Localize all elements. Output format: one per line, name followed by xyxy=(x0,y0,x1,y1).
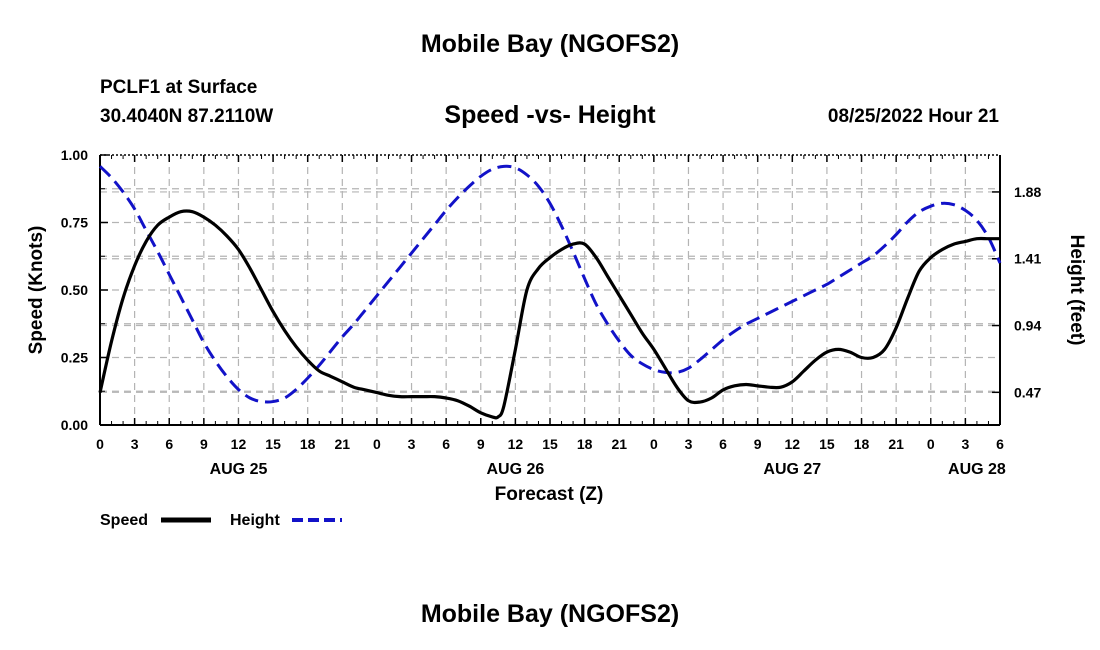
x-tick-label: 9 xyxy=(200,436,208,452)
x-tick-label: 12 xyxy=(785,436,801,452)
y-tick-label: 0.00 xyxy=(61,417,88,433)
x-tick-label: 6 xyxy=(719,436,727,452)
date-label: AUG 25 xyxy=(210,461,268,478)
x-tick-label: 3 xyxy=(408,436,416,452)
y-tick-label: 0.75 xyxy=(61,215,88,231)
legend-label-height: Height xyxy=(230,512,280,529)
x-tick-label: 21 xyxy=(335,436,351,452)
x-tick-label: 15 xyxy=(542,436,558,452)
x-tick-label: 0 xyxy=(373,436,381,452)
x-tick-label: 3 xyxy=(961,436,969,452)
legend: Speed Height xyxy=(100,512,342,529)
y2-tick-label: 1.41 xyxy=(1014,251,1041,267)
x-axis-label: Forecast (Z) xyxy=(495,484,604,505)
x-tick-label: 0 xyxy=(927,436,935,452)
x-tick-label: 6 xyxy=(996,436,1004,452)
footer-title: Mobile Bay (NGOFS2) xyxy=(420,600,680,628)
x-tick-label: 9 xyxy=(477,436,485,452)
y2-tick-label: 0.47 xyxy=(1014,384,1041,400)
station-label: PCLF1 at Surface xyxy=(100,77,258,98)
x-tick-label: 0 xyxy=(650,436,658,452)
forecast-datetime: 08/25/2022 Hour 21 xyxy=(827,106,999,127)
x-tick-label: 18 xyxy=(300,436,316,452)
x-tick-label: 15 xyxy=(819,436,835,452)
axes: 0 3 6 9 12 15 18 21 0 3 6 9 12 15 18 21 0 3 6 9 12 15 18 21 0 3 6 0… xyxy=(61,147,1042,478)
date-label: AUG 28 xyxy=(948,461,1006,478)
x-tick-label: 21 xyxy=(888,436,904,452)
y-tick-label: 0.25 xyxy=(61,350,88,366)
x-tick-label: 12 xyxy=(508,436,524,452)
x-tick-label: 9 xyxy=(754,436,762,452)
date-label: AUG 26 xyxy=(486,461,544,478)
x-tick-label: 6 xyxy=(442,436,450,452)
x-tick-label: 3 xyxy=(131,436,139,452)
x-tick-label: 21 xyxy=(611,436,627,452)
series-line-speed xyxy=(98,209,1000,420)
x-tick-label: 3 xyxy=(685,436,693,452)
x-tick-label: 12 xyxy=(231,436,247,452)
x-tick-label: 15 xyxy=(265,436,281,452)
date-label: AUG 27 xyxy=(763,461,821,478)
y2-tick-label: 0.94 xyxy=(1014,318,1041,334)
station-coordinates: 30.4040N 87.2110W xyxy=(100,106,274,127)
x-tick-label: 18 xyxy=(854,436,870,452)
chart-subtitle: Speed -vs- Height xyxy=(444,101,656,129)
y-axis-label: Speed (Knots) xyxy=(26,226,47,355)
chart-title: Mobile Bay (NGOFS2) xyxy=(420,30,680,58)
series xyxy=(98,164,1002,420)
y2-tick-label: 1.88 xyxy=(1014,184,1041,200)
y-tick-label: 1.00 xyxy=(61,147,88,163)
x-tick-label: 18 xyxy=(577,436,593,452)
y2-axis-label: Height (feet) xyxy=(1066,235,1087,346)
series-line-height xyxy=(98,164,1002,404)
x-tick-label: 0 xyxy=(96,436,104,452)
x-tick-label: 6 xyxy=(165,436,173,452)
y-tick-label: 0.50 xyxy=(61,282,88,298)
legend-label-speed: Speed xyxy=(100,512,148,529)
